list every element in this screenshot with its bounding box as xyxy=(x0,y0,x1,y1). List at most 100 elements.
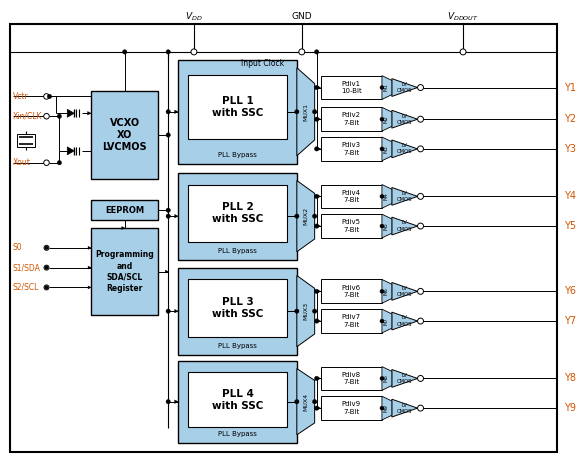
Polygon shape xyxy=(165,270,168,273)
Polygon shape xyxy=(392,312,418,330)
Circle shape xyxy=(380,194,384,198)
Polygon shape xyxy=(297,181,314,252)
Circle shape xyxy=(166,400,170,404)
Text: MUX4: MUX4 xyxy=(303,393,308,411)
Bar xyxy=(91,92,158,179)
Text: Pdiv4
7-Bit: Pdiv4 7-Bit xyxy=(342,190,361,203)
Polygon shape xyxy=(297,369,314,435)
Text: Y4: Y4 xyxy=(564,191,576,201)
Polygon shape xyxy=(392,369,418,388)
Text: EEPROM: EEPROM xyxy=(105,206,144,215)
Polygon shape xyxy=(392,282,418,300)
Polygon shape xyxy=(382,184,392,208)
Polygon shape xyxy=(317,377,321,380)
Text: MUX3: MUX3 xyxy=(303,302,308,320)
Circle shape xyxy=(166,50,170,54)
Circle shape xyxy=(57,161,62,165)
Circle shape xyxy=(191,49,197,55)
Text: Pdiv6
7-Bit: Pdiv6 7-Bit xyxy=(342,285,361,298)
Circle shape xyxy=(44,245,49,250)
Text: M6: M6 xyxy=(384,288,389,295)
Circle shape xyxy=(418,375,423,382)
Polygon shape xyxy=(88,266,91,269)
Polygon shape xyxy=(175,309,178,313)
Text: Xout: Xout xyxy=(13,158,31,167)
Polygon shape xyxy=(317,319,321,323)
Text: LV
CMOS: LV CMOS xyxy=(397,220,412,232)
Circle shape xyxy=(418,223,423,229)
Text: Y2: Y2 xyxy=(564,114,576,124)
Text: GND: GND xyxy=(291,12,312,21)
Text: Y8: Y8 xyxy=(564,374,576,383)
Text: VCXO
XO
LVCMOS: VCXO XO LVCMOS xyxy=(103,118,147,152)
Polygon shape xyxy=(392,188,418,205)
Bar xyxy=(188,184,287,242)
Circle shape xyxy=(299,49,305,55)
Polygon shape xyxy=(392,399,418,417)
Text: M3: M3 xyxy=(384,145,389,153)
Bar xyxy=(91,200,158,220)
Text: LV
CMOS: LV CMOS xyxy=(397,315,412,327)
Polygon shape xyxy=(392,217,418,235)
Bar xyxy=(321,396,382,420)
Polygon shape xyxy=(382,280,392,303)
Circle shape xyxy=(380,147,384,151)
Bar xyxy=(321,367,382,390)
Circle shape xyxy=(380,289,384,294)
Text: LV
CMOS: LV CMOS xyxy=(397,286,412,297)
Bar xyxy=(321,75,382,100)
Text: PLL 3
with SSC: PLL 3 with SSC xyxy=(212,297,263,319)
Circle shape xyxy=(380,86,384,89)
Text: PLL Bypass: PLL Bypass xyxy=(218,431,257,437)
Polygon shape xyxy=(392,140,418,158)
Circle shape xyxy=(57,114,62,119)
Polygon shape xyxy=(382,107,392,131)
Circle shape xyxy=(45,266,48,269)
Circle shape xyxy=(312,214,317,219)
Text: $V_{DDOUT}$: $V_{DDOUT}$ xyxy=(447,10,479,23)
Text: $V_{DD}$: $V_{DD}$ xyxy=(185,10,203,23)
Polygon shape xyxy=(175,110,178,113)
Polygon shape xyxy=(175,214,178,218)
Polygon shape xyxy=(317,290,321,293)
Polygon shape xyxy=(88,246,91,249)
Bar xyxy=(321,214,382,238)
Circle shape xyxy=(312,309,317,313)
Circle shape xyxy=(314,224,319,228)
Text: Pdiv1
10-Bit: Pdiv1 10-Bit xyxy=(341,81,362,94)
Text: Pdiv8
7-Bit: Pdiv8 7-Bit xyxy=(342,372,361,385)
Circle shape xyxy=(166,208,170,213)
Circle shape xyxy=(295,400,299,404)
Bar xyxy=(178,361,297,443)
Text: LV
CMOS: LV CMOS xyxy=(397,402,412,414)
Bar xyxy=(188,373,287,427)
Text: PLL Bypass: PLL Bypass xyxy=(218,248,257,254)
Polygon shape xyxy=(382,137,392,161)
Circle shape xyxy=(314,406,319,410)
Circle shape xyxy=(314,289,319,294)
Polygon shape xyxy=(392,79,418,96)
Circle shape xyxy=(312,110,317,114)
Text: M2: M2 xyxy=(384,115,389,123)
Text: LV
CMOS: LV CMOS xyxy=(397,143,412,155)
Bar xyxy=(91,228,158,315)
Circle shape xyxy=(314,376,319,381)
Text: M8: M8 xyxy=(384,375,389,382)
Polygon shape xyxy=(317,225,321,227)
Circle shape xyxy=(312,400,317,404)
Text: M4: M4 xyxy=(384,193,389,200)
Text: M7: M7 xyxy=(384,317,389,325)
Circle shape xyxy=(380,319,384,323)
Text: Pdiv2
7-Bit: Pdiv2 7-Bit xyxy=(342,113,361,126)
Bar xyxy=(188,280,287,337)
Polygon shape xyxy=(67,147,74,155)
Polygon shape xyxy=(382,214,392,238)
Circle shape xyxy=(44,113,50,119)
Circle shape xyxy=(295,110,299,114)
Text: PLL 2
with SSC: PLL 2 with SSC xyxy=(212,202,263,225)
Bar xyxy=(321,309,382,333)
Circle shape xyxy=(45,246,48,250)
Text: LV
CMOS: LV CMOS xyxy=(397,113,412,125)
Bar xyxy=(321,184,382,208)
Circle shape xyxy=(166,309,170,313)
